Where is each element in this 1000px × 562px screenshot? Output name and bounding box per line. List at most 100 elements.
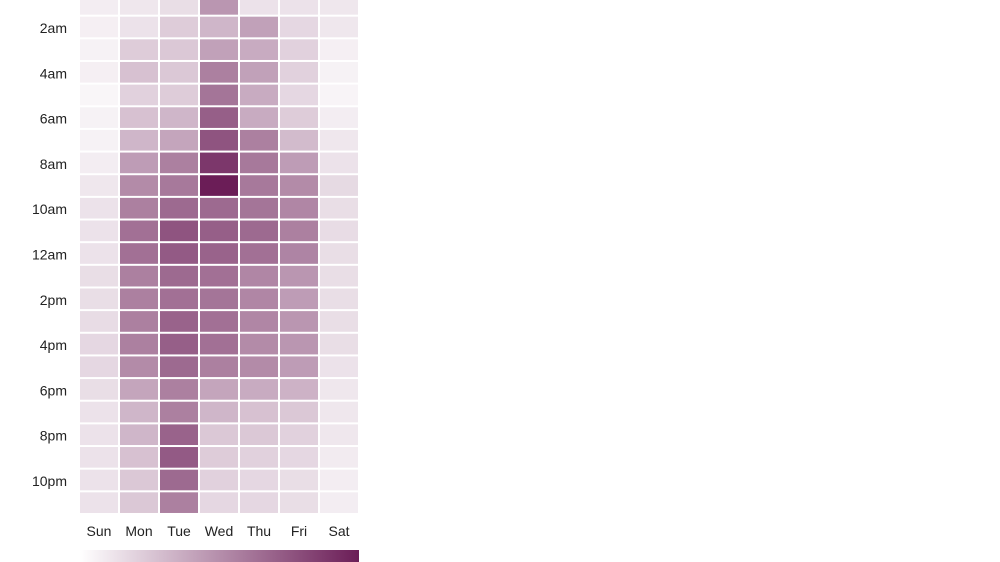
heatmap-cell	[240, 469, 278, 491]
heatmap-cell	[200, 107, 238, 128]
heatmap-cell	[200, 61, 238, 83]
y-tick-label: 2pm	[40, 292, 67, 308]
heatmap-cell	[80, 16, 118, 38]
heatmap-cell	[320, 311, 358, 332]
y-tick-label: 8pm	[40, 428, 67, 444]
heatmap-cell	[200, 424, 238, 446]
heatmap-cell	[200, 152, 238, 174]
heatmap-cell	[320, 492, 358, 513]
heatmap-cell	[120, 469, 158, 491]
heatmap-cell	[80, 129, 118, 151]
heatmap-cell	[160, 175, 198, 196]
y-tick-label: 12am	[32, 247, 67, 263]
heatmap-cell	[320, 469, 358, 491]
heatmap-cell	[280, 492, 318, 513]
y-tick-label: 2am	[40, 20, 67, 36]
heatmap-cell	[160, 288, 198, 310]
heatmap-cell	[160, 220, 198, 242]
heatmap-cell	[120, 243, 158, 264]
heatmap-cell	[120, 401, 158, 423]
heatmap-cell	[160, 447, 198, 468]
heatmap-cell	[80, 447, 118, 468]
heatmap-cell	[320, 379, 358, 400]
heatmap-cell	[320, 175, 358, 196]
heatmap-cell	[120, 84, 158, 106]
heatmap-cell	[80, 152, 118, 174]
heatmap-cell	[80, 197, 118, 219]
heatmap-cell	[280, 243, 318, 264]
heatmap-cell	[280, 265, 318, 287]
x-tick-label: Sun	[87, 523, 112, 539]
heatmap-cell	[320, 0, 358, 15]
heatmap-cell	[280, 379, 318, 400]
heatmap-cell	[200, 220, 238, 242]
heatmap-cell	[280, 129, 318, 151]
heatmap-cell	[160, 333, 198, 355]
heatmap-cell	[320, 84, 358, 106]
heatmap-cell	[120, 356, 158, 378]
heatmap-cell	[320, 61, 358, 83]
heatmap-cell	[240, 311, 278, 332]
heatmap-cell	[120, 197, 158, 219]
heatmap-cell	[280, 333, 318, 355]
heatmap-cell	[200, 84, 238, 106]
heatmap-cell	[280, 311, 318, 332]
x-axis-labels: Sun Mon Tue Wed Thu Fri Sat	[87, 523, 350, 539]
heatmap-cell	[80, 84, 118, 106]
heatmap-cell	[80, 311, 118, 332]
heatmap-cell	[320, 401, 358, 423]
heatmap-cell	[160, 107, 198, 128]
heatmap-cell	[160, 129, 198, 151]
heatmap-cell	[80, 61, 118, 83]
heatmap-cell	[280, 356, 318, 378]
heatmap-cell	[200, 243, 238, 264]
heatmap-cell	[320, 447, 358, 468]
heatmap-cell	[120, 0, 158, 15]
heatmap-cell	[200, 265, 238, 287]
heatmap-cell	[160, 84, 198, 106]
heatmap-cell	[80, 492, 118, 513]
y-tick-label: 6am	[40, 111, 67, 127]
heatmap-cell	[160, 265, 198, 287]
heatmap-cell	[160, 424, 198, 446]
heatmap-cell	[320, 107, 358, 128]
heatmap-cell	[280, 61, 318, 83]
heatmap-cell	[280, 107, 318, 128]
heatmap-cell	[320, 220, 358, 242]
x-tick-label: Sat	[328, 523, 349, 539]
x-tick-label: Wed	[205, 523, 234, 539]
heatmap-cell	[120, 129, 158, 151]
heatmap-cell	[280, 401, 318, 423]
heatmap-cell	[320, 16, 358, 38]
heatmap-cell	[80, 288, 118, 310]
heatmap-cells	[80, 0, 358, 513]
heatmap-cell	[240, 175, 278, 196]
heatmap-cell	[80, 220, 118, 242]
heatmap-cell	[160, 61, 198, 83]
heatmap-cell	[200, 39, 238, 60]
heatmap-cell	[240, 0, 278, 15]
heatmap-cell	[160, 152, 198, 174]
heatmap-cell	[80, 333, 118, 355]
heatmap-cell	[80, 469, 118, 491]
heatmap-cell	[240, 401, 278, 423]
heatmap-cell	[80, 243, 118, 264]
heatmap-cell	[120, 492, 158, 513]
heatmap-cell	[200, 379, 238, 400]
heatmap-cell	[320, 39, 358, 60]
heatmap-cell	[120, 152, 158, 174]
heatmap-cell	[200, 333, 238, 355]
heatmap-cell	[240, 197, 278, 219]
heatmap-cell	[80, 0, 118, 15]
heatmap-cell	[120, 311, 158, 332]
heatmap-cell	[120, 447, 158, 468]
heatmap-cell	[160, 0, 198, 15]
heatmap-cell	[320, 265, 358, 287]
heatmap-cell	[200, 356, 238, 378]
heatmap-cell	[160, 492, 198, 513]
y-tick-label: 8am	[40, 156, 67, 172]
heatmap-cell	[160, 356, 198, 378]
heatmap-cell	[240, 61, 278, 83]
heatmap-cell	[120, 220, 158, 242]
